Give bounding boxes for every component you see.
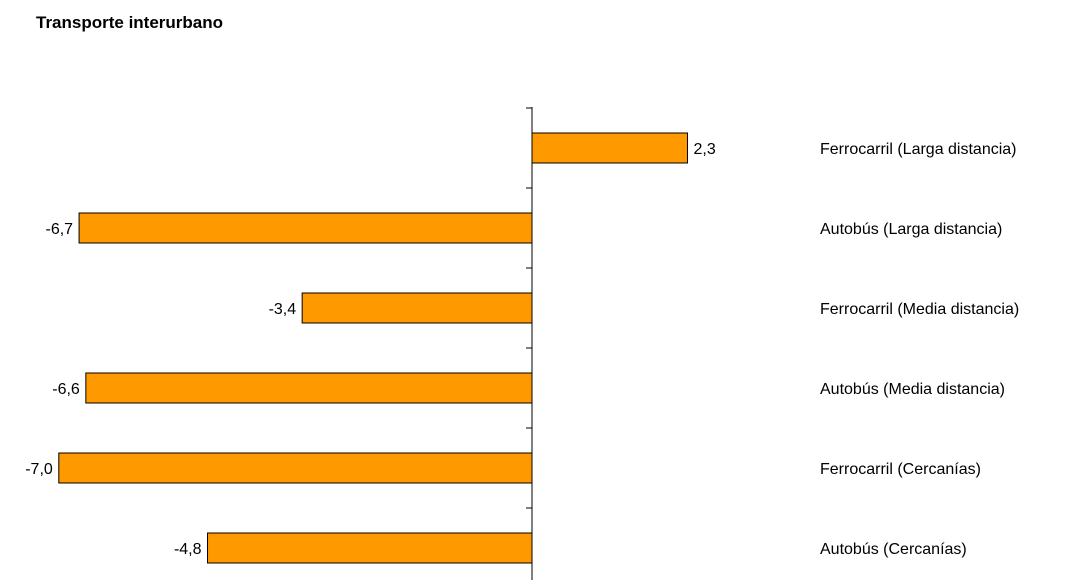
bar: [531, 132, 688, 164]
category-label: Autobús (Cercanías): [820, 541, 967, 558]
category-label: Autobús (Media distancia): [820, 381, 1005, 398]
bar: [58, 452, 533, 484]
bar-value-label: 2,3: [693, 141, 715, 158]
category-label: Ferrocarril (Media distancia): [820, 301, 1019, 318]
bar-value-label: -6,6: [52, 381, 80, 398]
category-label: Ferrocarril (Larga distancia): [820, 141, 1017, 158]
category-label: Autobús (Larga distancia): [820, 221, 1002, 238]
bar: [301, 292, 533, 324]
bar: [78, 212, 533, 244]
bar-value-label: -4,8: [174, 541, 202, 558]
bar-value-label: -3,4: [269, 301, 297, 318]
chart-title: Transporte interurbano: [36, 13, 223, 32]
plot-area: 2,3 Ferrocarril (Larga distancia) -6,7 Auto…: [25, 107, 1019, 580]
bar-value-label: -7,0: [25, 461, 53, 478]
category-label: Ferrocarril (Cercanías): [820, 461, 981, 478]
bar: [207, 532, 533, 564]
bar-value-label: -6,7: [46, 221, 74, 238]
bar: [85, 372, 533, 404]
